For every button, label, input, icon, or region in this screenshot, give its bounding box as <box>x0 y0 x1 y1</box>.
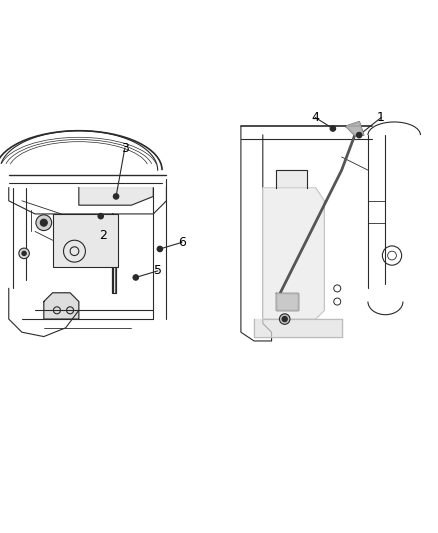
Circle shape <box>133 275 138 280</box>
Circle shape <box>113 194 119 199</box>
FancyBboxPatch shape <box>53 214 118 266</box>
Polygon shape <box>276 293 298 310</box>
Text: 2: 2 <box>99 229 107 243</box>
Text: 4: 4 <box>311 111 319 124</box>
Polygon shape <box>254 319 342 336</box>
Circle shape <box>279 314 290 324</box>
Circle shape <box>36 215 52 231</box>
Text: 3: 3 <box>121 142 129 155</box>
Circle shape <box>330 126 336 131</box>
Polygon shape <box>44 293 79 319</box>
Polygon shape <box>346 122 364 135</box>
Polygon shape <box>79 188 153 205</box>
Circle shape <box>40 219 47 226</box>
Circle shape <box>98 214 103 219</box>
Circle shape <box>19 248 29 259</box>
Circle shape <box>282 317 287 322</box>
Circle shape <box>22 251 26 255</box>
Circle shape <box>157 246 162 252</box>
Polygon shape <box>276 170 307 188</box>
Text: 6: 6 <box>178 236 186 249</box>
Text: 1: 1 <box>377 111 385 124</box>
Text: 5: 5 <box>154 264 162 277</box>
Polygon shape <box>112 214 116 293</box>
Polygon shape <box>263 188 324 319</box>
Circle shape <box>357 133 362 138</box>
